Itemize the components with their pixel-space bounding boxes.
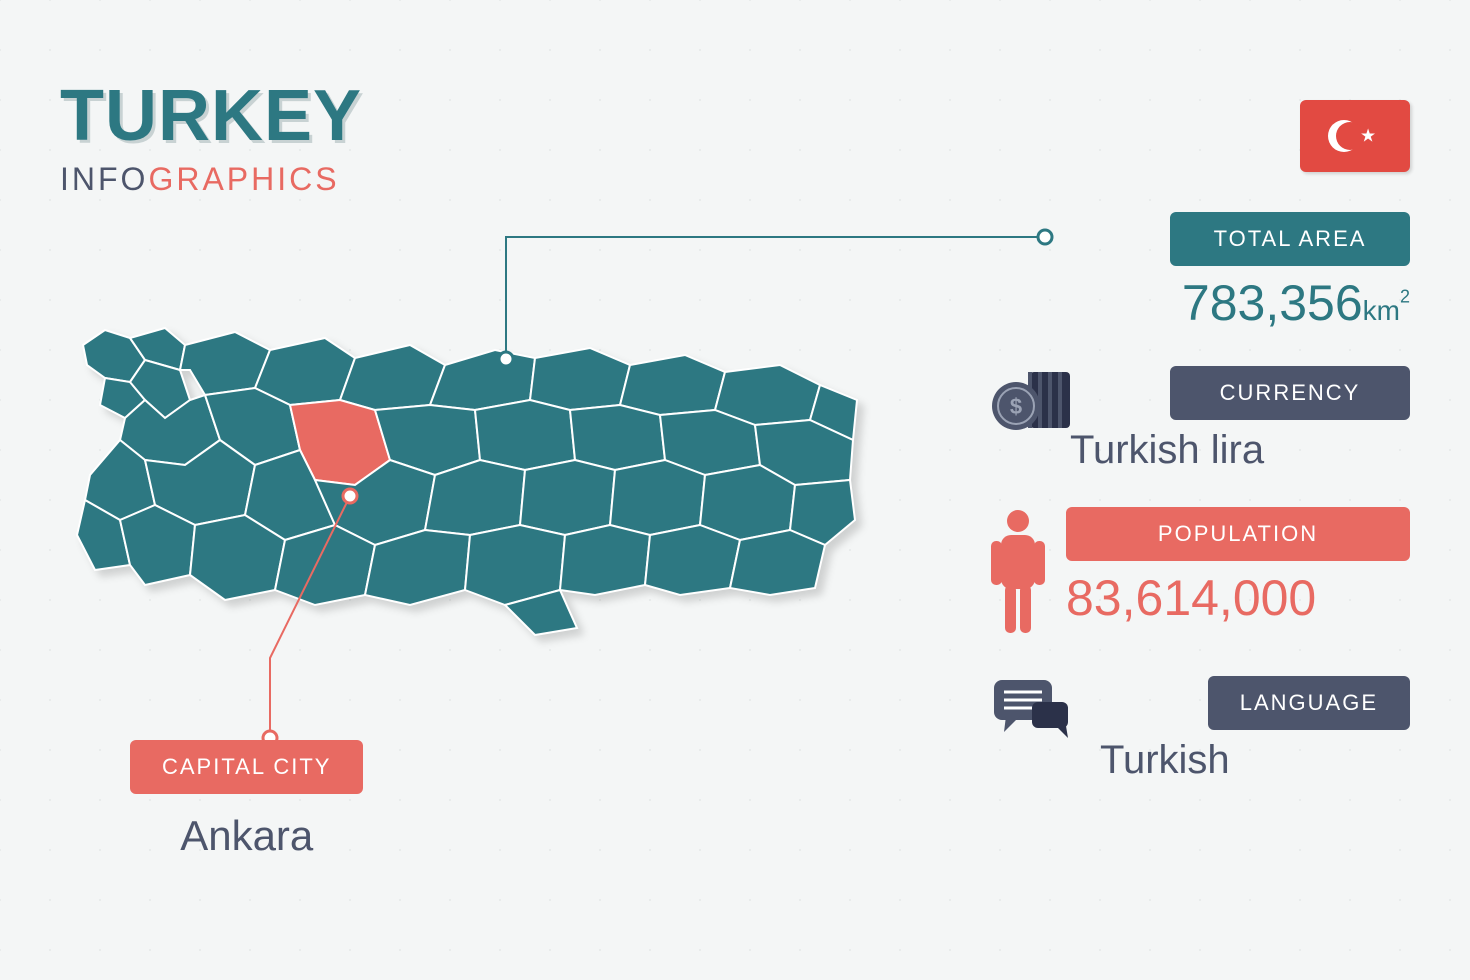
info-sidebar: ★ TOTAL AREA 783,356km2 $ CURRENCY Turki… (990, 100, 1410, 817)
area-label-badge: TOTAL AREA (1170, 212, 1410, 266)
province (645, 525, 740, 595)
province (530, 348, 630, 410)
language-value: Turkish (1090, 730, 1410, 783)
subtitle-part2: GRAPHICS (148, 161, 339, 197)
person-icon (990, 507, 1046, 642)
subtitle-part1: INFO (60, 161, 148, 197)
language-stat: LANGUAGE Turkish (990, 676, 1410, 783)
province (520, 460, 615, 535)
svg-text:$: $ (1010, 394, 1022, 419)
population-value: 83,614,000 (1066, 561, 1410, 627)
chat-icon (990, 676, 1072, 751)
language-label-badge: LANGUAGE (1208, 676, 1410, 730)
coin-icon: $ (990, 366, 1080, 441)
province (560, 525, 650, 595)
population-stat: POPULATION 83,614,000 (990, 507, 1410, 642)
subtitle: INFOGRAPHICS (60, 161, 362, 198)
page-title: TURKEY INFOGRAPHICS (60, 75, 362, 198)
province (730, 530, 825, 595)
province (340, 345, 445, 410)
country-name: TURKEY (60, 75, 362, 157)
capital-label-badge: CAPITAL CITY (130, 740, 363, 794)
province (610, 460, 705, 535)
currency-stat: $ CURRENCY Turkish lira (990, 366, 1410, 473)
capital-value: Ankara (130, 812, 363, 860)
capital-info: CAPITAL CITY Ankara (130, 740, 363, 860)
currency-value: Turkish lira (1060, 420, 1410, 473)
province (620, 355, 725, 415)
area-power: 2 (1400, 286, 1410, 306)
province (475, 400, 575, 470)
area-stat: TOTAL AREA 783,356km2 (990, 212, 1410, 332)
currency-label-badge: CURRENCY (1170, 366, 1410, 420)
turkey-flag-icon: ★ (1300, 100, 1410, 172)
province (570, 405, 665, 470)
turkey-map (75, 310, 865, 640)
province (700, 465, 795, 540)
population-label-badge: POPULATION (1066, 507, 1410, 561)
area-number: 783,356 (1182, 275, 1363, 331)
area-value: 783,356km2 (990, 266, 1410, 332)
area-unit: km (1363, 295, 1400, 326)
